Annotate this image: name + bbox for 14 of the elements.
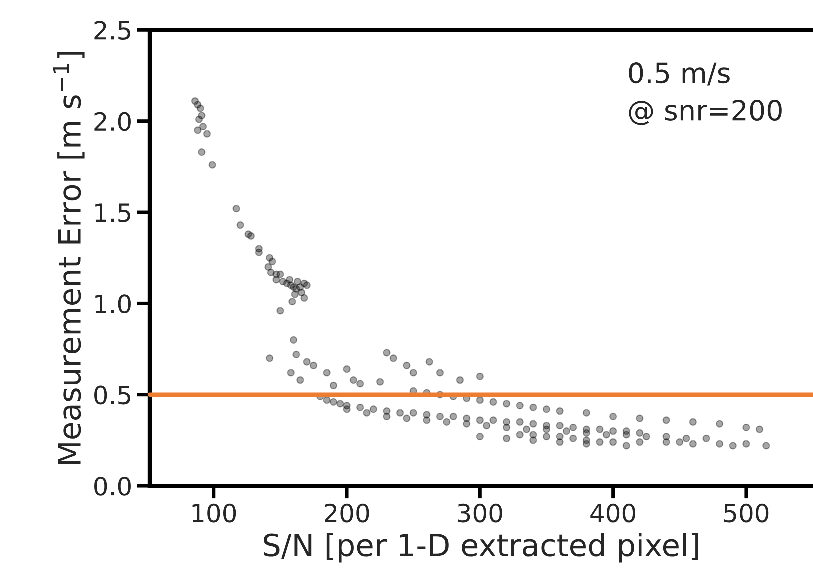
x-axis-title: S/N [per 1-D extracted pixel]: [264, 533, 698, 563]
y-tick-label: 0.0: [94, 476, 131, 496]
x-tick-label: 200: [325, 504, 370, 523]
y-axis-title: Measurement Error [m s$^{−1}$]: [53, 52, 85, 464]
x-tick-label: 100: [192, 504, 236, 523]
x-tick-label: 500: [724, 504, 769, 523]
y-tick-label: 0.5: [94, 386, 130, 405]
x-tick-label: 300: [458, 504, 502, 523]
y-tick-label: 2.5: [94, 21, 130, 40]
y-tick-label: 1.0: [96, 294, 131, 314]
y-tick-label: 2.0: [94, 112, 131, 132]
x-tick-label: 400: [590, 504, 636, 523]
annotation: 0.5 m/s @ snr=200: [629, 62, 782, 126]
y-tick-label: 1.5: [96, 204, 130, 222]
